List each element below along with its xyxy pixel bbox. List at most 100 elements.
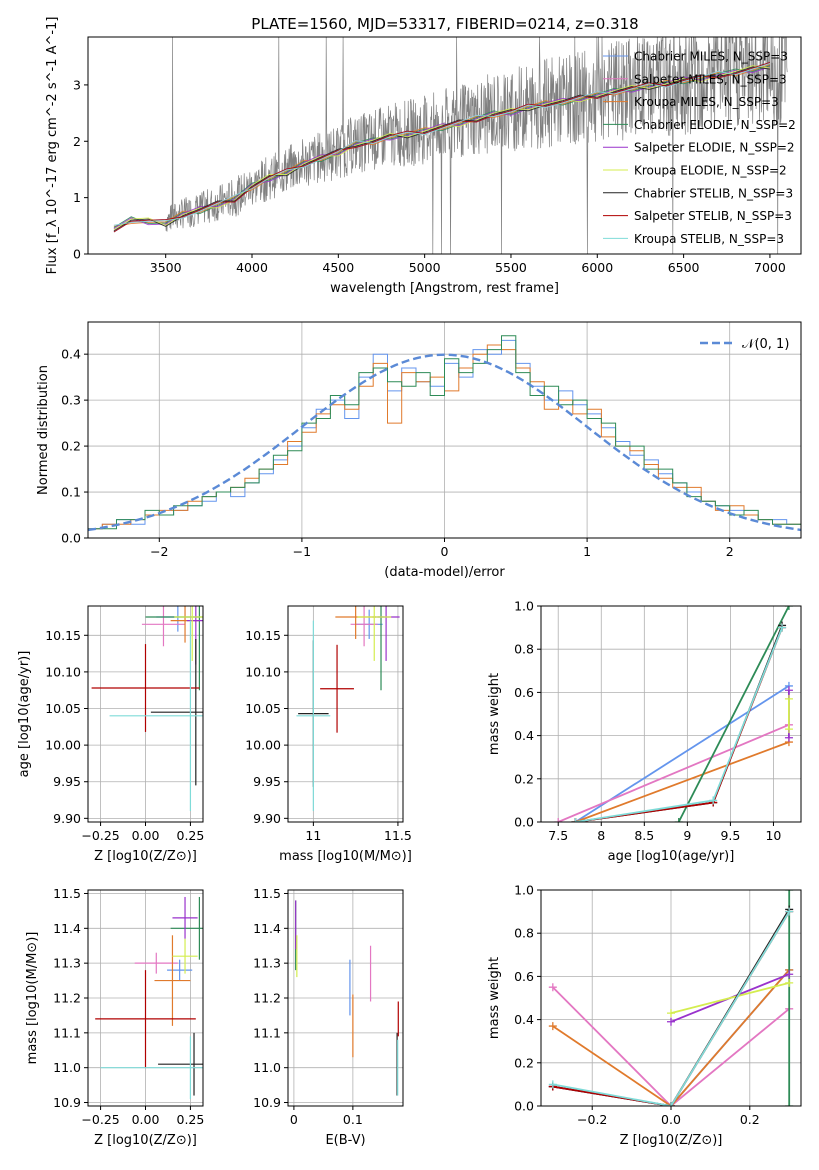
legend-label: Salpeter ELODIE, N_SSP=2: [634, 141, 795, 155]
model-spectrum-line: [113, 66, 771, 229]
y-tick-label: 0.1: [61, 485, 81, 500]
y-tick-label: 0.8: [514, 926, 534, 941]
weight-line: [670, 982, 790, 1014]
weight-marker: [785, 1102, 794, 1106]
x-tick-label: 5500: [495, 260, 527, 275]
mass-vs-z-panel: −0.25 0.00 0.25 10.9 11.0 11.1 11.2 11.3 11.4 11.…: [25, 886, 204, 1148]
weight-marker: [784, 694, 793, 703]
x-tick-label: 5000: [409, 260, 441, 275]
y-tick-label: 0.6: [514, 685, 534, 700]
weight-marker: [548, 1080, 557, 1089]
y-tick-label: 9.95: [53, 774, 81, 789]
y-tick-label: 11.5: [53, 886, 81, 901]
y-tick-label: 10.9: [53, 1095, 81, 1110]
x-axis-label: age [log10(age/yr)]: [608, 849, 735, 864]
x-axis-label: E(B-V): [325, 1133, 365, 1148]
weight-marker: [709, 796, 718, 805]
x-axis-label: Z [log10(Z/Z⊙)]: [94, 1133, 197, 1148]
y-tick-label: 11.1: [253, 1025, 281, 1040]
x-tick-label: 0.1: [343, 1112, 363, 1127]
y-tick-label: 0.2: [514, 771, 534, 786]
legend-label: Chabrier STELIB, N_SSP=3: [634, 186, 793, 200]
y-tick-label: 0.0: [514, 815, 534, 830]
x-tick-label: 7.5: [548, 828, 568, 843]
x-tick-label: −2: [150, 544, 168, 559]
y-tick-label: 10.00: [45, 738, 81, 753]
y-tick-label: 10.10: [245, 664, 281, 679]
x-tick-label: 0.00: [132, 828, 160, 843]
legend-label: Kroupa STELIB, N_SSP=3: [634, 232, 784, 246]
weight-marker: [554, 818, 563, 822]
x-tick-label: 4000: [236, 260, 268, 275]
x-tick-label: 3500: [150, 260, 182, 275]
spectrum-panel: 3500 4000 4500 5000 5500 6000 6500 7000 0 1 2 3 wave…: [45, 17, 802, 296]
legend-label: Kroupa MILES, N_SSP=3: [634, 95, 779, 109]
y-tick-label: 0: [73, 247, 81, 262]
weight-line: [557, 723, 790, 822]
plot-area: [88, 335, 801, 532]
weight-marker: [784, 606, 793, 610]
y-tick-label: 11.4: [53, 921, 81, 936]
y-tick-label: 1: [73, 190, 81, 205]
axes-frame: [87, 36, 802, 255]
x-tick-label: 0.25: [177, 1112, 205, 1127]
legend-label: Salpeter STELIB, N_SSP=3: [634, 209, 792, 223]
plot-area: [95, 896, 203, 1100]
weight-marker: [667, 1009, 675, 1018]
histogram-step: [88, 335, 801, 530]
y-axis-label: mass weight: [487, 673, 502, 755]
x-tick-label: 0: [290, 1112, 298, 1127]
weight-vs-z-panel: −0.2 0.0 0.2 0.0 0.2 0.4 0.6 0.8 1.0 Z [log10(Z/Z…: [487, 883, 802, 1148]
model-spectrum-line: [113, 61, 771, 233]
y-tick-label: 0.4: [514, 1012, 534, 1027]
y-tick-label: 10.05: [245, 701, 281, 716]
y-tick-label: 10.10: [45, 664, 81, 679]
age-vs-z-panel: −0.25 0.00 0.25 9.90 9.95 10.00 10.05 10.10 10.1…: [17, 605, 205, 864]
weight-vs-age-panel: 7.5 8 8.5 9 9.5 10 0.0 0.2 0.4 0.6 0.8 1.0 age [log1…: [487, 599, 802, 864]
y-tick-label: 1.0: [514, 883, 534, 898]
weight-line: [552, 911, 790, 1106]
x-tick-label: 10: [765, 828, 781, 843]
y-tick-label: 9.90: [253, 811, 281, 826]
legend-label: Chabrier ELODIE, N_SSP=2: [634, 118, 796, 132]
y-tick-label: 0.2: [61, 439, 81, 454]
y-tick-label: 11.3: [253, 956, 281, 971]
weight-line: [575, 741, 790, 822]
weight-line: [552, 969, 790, 1106]
x-tick-label: 0.0: [661, 1112, 681, 1127]
y-tick-label: 10.9: [253, 1095, 281, 1110]
weight-marker: [784, 686, 793, 695]
legend-label: Kroupa ELODIE, N_SSP=2: [634, 164, 787, 178]
y-axis-label: Flux [f_λ 10^-17 erg cm^-2 s^-1 A^-1]: [45, 17, 60, 275]
y-tick-label: 0.2: [514, 1055, 534, 1070]
y-tick-label: 3: [73, 77, 81, 92]
weight-line: [677, 606, 790, 822]
y-tick-label: 0.0: [61, 531, 81, 546]
x-tick-label: 6000: [581, 260, 613, 275]
plot-area: [91, 606, 203, 812]
y-tick-label: 0.6: [514, 969, 534, 984]
model-spectrum-line: [113, 65, 771, 228]
plot-area: [554, 606, 793, 822]
y-tick-label: 10.05: [45, 701, 81, 716]
y-tick-label: 10.15: [45, 628, 81, 643]
x-tick-label: 7000: [754, 260, 786, 275]
weight-marker: [548, 983, 557, 992]
weight-marker: [571, 818, 580, 822]
y-tick-label: 11.0: [53, 1060, 81, 1075]
x-tick-label: 0.25: [177, 828, 205, 843]
age-vs-mass-panel: 11 11.5 9.90 9.95 10.00 10.05 10.10 10.15 mass […: [245, 605, 412, 864]
weight-marker: [785, 907, 794, 916]
x-axis-label: mass [log10(M/M⊙)]: [279, 849, 412, 864]
residuals-panel: −2 −1 0 1 2 0.0 0.1 0.2 0.3 0.4 (data-model)/error…: [36, 321, 802, 580]
weight-marker: [785, 890, 794, 894]
y-tick-label: 0.8: [514, 642, 534, 657]
x-tick-label: 2: [726, 544, 734, 559]
y-axis-label: mass weight: [487, 957, 502, 1039]
y-tick-label: 11.2: [253, 991, 281, 1006]
x-tick-label: 6500: [668, 260, 700, 275]
x-tick-label: 1: [583, 544, 591, 559]
x-axis-label: (data-model)/error: [384, 565, 505, 580]
x-tick-label: 0: [441, 544, 449, 559]
